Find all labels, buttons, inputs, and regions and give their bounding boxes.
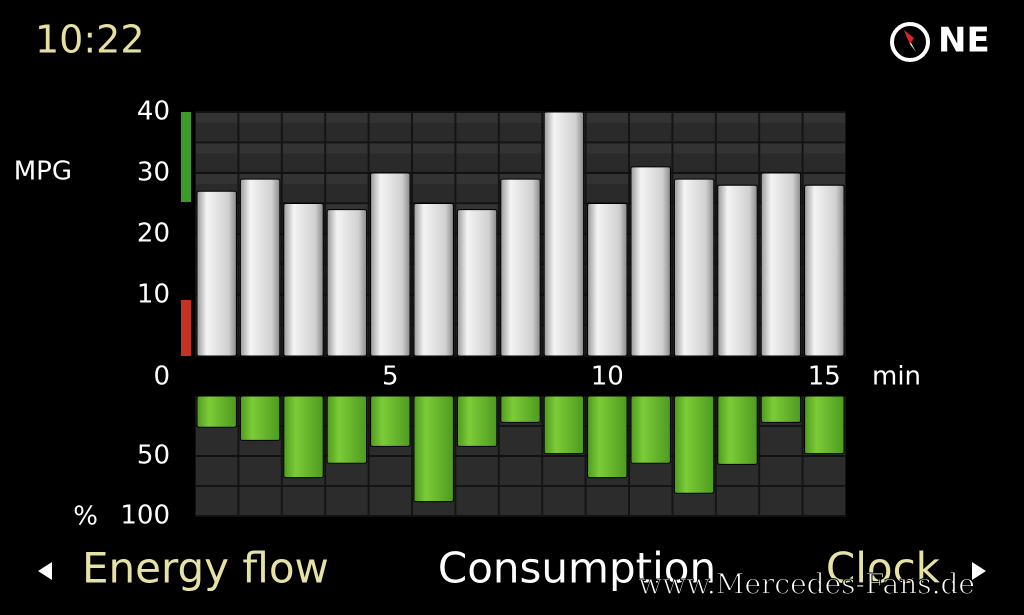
nav-current[interactable]: Consumption [438,544,716,593]
scale-indicator [181,112,191,202]
next-arrow[interactable] [972,562,986,580]
clock-time: 10:22 [35,18,145,62]
bar [587,395,628,479]
bar [673,395,715,494]
bar [543,395,585,455]
bar [196,395,237,428]
x-axis-label: min [872,362,921,392]
y-tick-label: 0 [153,362,170,392]
compass-heading: NE [938,21,990,61]
bar [196,190,237,357]
bar [413,395,454,503]
x-tick-label: 15 [808,362,841,392]
bar [500,395,541,423]
bar [326,209,368,357]
bar [500,178,541,357]
bar [456,209,498,357]
bar [413,203,454,357]
bar [456,395,498,447]
bar [630,166,671,357]
y-tick-label: 40 [137,97,170,127]
bar [370,172,411,357]
bar [587,203,628,357]
bar [760,395,802,423]
y-axis-label: MPG [14,157,72,187]
y-tick-label: 50 [137,441,170,471]
compass-icon [890,22,930,62]
bar [673,178,715,357]
bar [717,184,758,357]
scale-indicator [181,300,191,356]
bar [239,395,281,441]
bar [760,172,802,357]
bar [804,184,845,357]
x-tick-label: 10 [591,362,624,392]
bar [370,395,411,447]
bar [804,395,845,455]
y-tick-label: 30 [137,158,170,188]
bar [630,395,671,464]
y-axis-label: % [73,502,98,532]
bar [283,203,324,357]
nav-previous[interactable]: Energy flow [82,544,329,593]
prev-arrow[interactable] [38,562,52,580]
bar [239,178,281,357]
y-tick-label: 10 [137,280,170,310]
y-tick-label: 100 [120,501,170,531]
bar [283,395,324,479]
bar [543,111,585,357]
bar [717,395,758,465]
y-tick-label: 20 [137,219,170,249]
x-tick-label: 5 [382,362,399,392]
bar [326,395,368,464]
nav-next[interactable]: Clock [826,544,941,593]
watermark: www.Mercedes-Fans.de [638,568,975,601]
